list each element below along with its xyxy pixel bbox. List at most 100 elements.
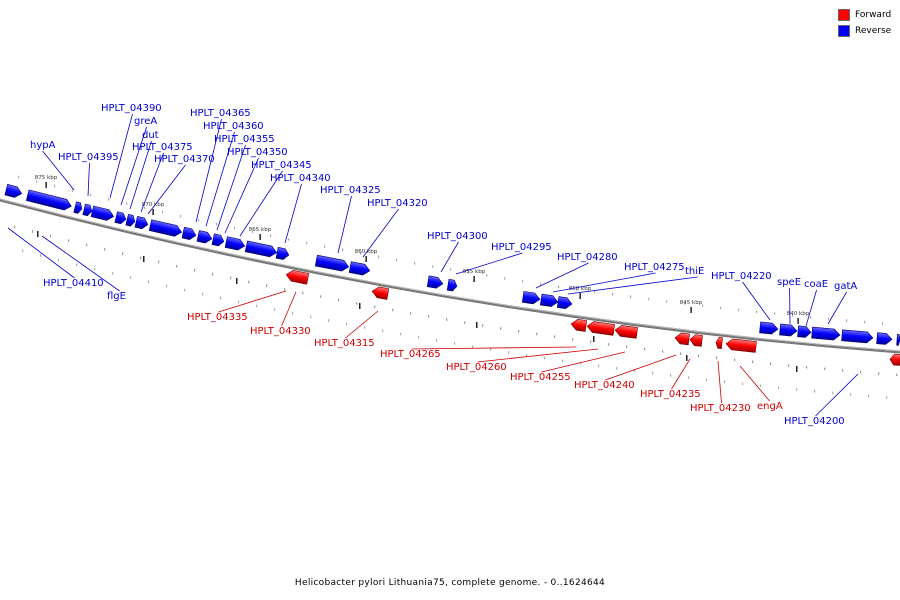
reverse-gene-label[interactable]: coaE: [804, 279, 828, 290]
label-leader: [218, 290, 287, 313]
reverse-gene-arrow[interactable]: [556, 296, 573, 310]
reverse-gene-arrow[interactable]: [134, 216, 149, 230]
forward-gene-label[interactable]: HPLT_04315: [314, 338, 375, 349]
reverse-gene-label[interactable]: HPLT_04220: [711, 271, 772, 282]
reverse-gene-arrow[interactable]: [211, 233, 225, 247]
forward-gene-label[interactable]: HPLT_04230: [690, 403, 751, 414]
forward-gene-label[interactable]: HPLT_04335: [187, 312, 248, 323]
forward-gene-arrow[interactable]: [715, 337, 723, 350]
forward-gene-label[interactable]: engA: [757, 401, 783, 412]
minor-tick: [476, 322, 478, 328]
reverse-gene-label[interactable]: HPLT_04340: [270, 173, 331, 184]
faint-tick-dot: [878, 372, 880, 375]
reverse-gene-label[interactable]: speE: [777, 277, 801, 288]
faint-tick-dot: [680, 352, 682, 355]
forward-gene-arrow[interactable]: [674, 332, 690, 346]
forward-gene-label[interactable]: HPLT_04265: [380, 349, 441, 360]
faint-tick-dot: [144, 206, 146, 210]
forward-gene-arrow[interactable]: [285, 269, 310, 285]
faint-tick-dot: [230, 276, 232, 280]
reverse-gene-arrow[interactable]: [521, 291, 541, 305]
reverse-gene-label[interactable]: HPLT_04375: [132, 142, 193, 153]
reverse-gene-label[interactable]: thiE: [685, 266, 704, 277]
faint-tick-dot: [18, 175, 20, 179]
reverse-gene-label[interactable]: HPLT_04275: [624, 262, 685, 273]
forward-gene-label[interactable]: HPLT_04240: [574, 380, 635, 391]
faint-tick-dot: [594, 290, 596, 294]
reverse-gene-arrow[interactable]: [125, 213, 136, 227]
reverse-gene-arrow[interactable]: [224, 236, 246, 252]
reverse-gene-label[interactable]: HPLT_04320: [367, 198, 428, 209]
reverse-gene-label[interactable]: HPLT_04390: [101, 103, 162, 114]
reverse-gene-label[interactable]: HPLT_04295: [491, 242, 552, 253]
label-leader: [827, 291, 847, 325]
reverse-gene-arrow[interactable]: [811, 326, 841, 341]
forward-gene-label[interactable]: HPLT_04255: [510, 372, 571, 383]
reverse-gene-arrow[interactable]: [148, 219, 183, 238]
faint-tick-dot: [698, 354, 700, 358]
label-leader: [605, 354, 677, 381]
reverse-gene-arrow[interactable]: [90, 205, 115, 222]
forward-gene-arrow[interactable]: [889, 353, 900, 366]
reverse-gene-arrow[interactable]: [348, 261, 371, 276]
reverse-gene-label[interactable]: HPLT_04280: [557, 252, 618, 263]
reverse-gene-label[interactable]: HPLT_04365: [190, 108, 251, 119]
forward-gene-arrow[interactable]: [570, 318, 588, 332]
reverse-gene-arrow[interactable]: [314, 254, 350, 272]
reverse-gene-label[interactable]: HPLT_04395: [58, 152, 119, 163]
reverse-gene-arrow[interactable]: [446, 278, 458, 292]
reverse-gene-label[interactable]: HPLT_04325: [320, 185, 381, 196]
reverse-gene-label[interactable]: HPLT_04370: [154, 154, 215, 165]
reverse-gene-label[interactable]: HPLT_04200: [784, 416, 845, 427]
reverse-gene-label[interactable]: dut: [142, 130, 159, 141]
reverse-gene-label[interactable]: HPLT_04300: [427, 231, 488, 242]
reverse-gene-label[interactable]: HPLT_04355: [214, 134, 275, 145]
reverse-gene-arrow[interactable]: [196, 230, 213, 245]
faint-tick-dot: [418, 336, 420, 339]
forward-gene-label[interactable]: HPLT_04330: [250, 326, 311, 337]
faint-tick-dot: [310, 315, 312, 319]
reverse-gene-arrow[interactable]: [539, 293, 559, 307]
forward-gene-arrow[interactable]: [586, 321, 615, 336]
reverse-gene-arrow[interactable]: [244, 240, 278, 258]
forward-gene-arrow[interactable]: [371, 286, 390, 300]
reverse-gene-label[interactable]: HPLT_04410: [43, 278, 104, 289]
faint-tick-dot: [544, 356, 546, 360]
reverse-gene-label[interactable]: HPLT_04345: [251, 160, 312, 171]
reverse-gene-arrow[interactable]: [82, 203, 93, 217]
faint-tick-dot: [58, 258, 60, 262]
minor-tick: [143, 256, 145, 262]
reverse-gene-label[interactable]: gatA: [834, 281, 857, 292]
reverse-gene-arrow[interactable]: [759, 321, 779, 335]
forward-gene-label[interactable]: HPLT_04235: [640, 389, 701, 400]
reverse-gene-arrow[interactable]: [841, 329, 874, 344]
faint-tick-dot: [860, 370, 862, 374]
forward-gene-arrow[interactable]: [614, 325, 638, 339]
reverse-gene-label[interactable]: HPLT_04360: [203, 121, 264, 132]
reverse-gene-label[interactable]: HPLT_04350: [227, 147, 288, 158]
reverse-gene-arrow[interactable]: [896, 333, 900, 346]
forward-gene-label[interactable]: HPLT_04260: [446, 362, 507, 373]
reverse-gene-arrow[interactable]: [25, 189, 72, 212]
reverse-gene-label[interactable]: greA: [134, 116, 157, 127]
faint-tick-dot: [634, 369, 636, 373]
reverse-gene-arrow[interactable]: [73, 201, 83, 214]
faint-tick-dot: [508, 351, 510, 354]
faint-tick-dot: [526, 354, 528, 357]
faint-tick-dot: [216, 222, 218, 226]
reverse-gene-arrow[interactable]: [275, 246, 290, 260]
forward-gene-arrow[interactable]: [725, 338, 757, 353]
reverse-gene-arrow[interactable]: [797, 325, 812, 338]
reverse-gene-arrow[interactable]: [876, 332, 893, 345]
faint-tick-dot: [882, 322, 884, 325]
faint-tick-dot: [184, 288, 186, 292]
reverse-gene-arrow[interactable]: [779, 323, 798, 337]
reverse-gene-arrow[interactable]: [426, 275, 444, 289]
forward-gene-arrow[interactable]: [689, 334, 703, 347]
reverse-gene-label[interactable]: hypA: [30, 140, 56, 151]
faint-tick-dot: [842, 369, 844, 372]
reverse-gene-arrow[interactable]: [181, 226, 197, 241]
reverse-gene-arrow[interactable]: [4, 183, 23, 199]
reverse-gene-arrow[interactable]: [114, 211, 127, 225]
reverse-gene-label[interactable]: flgE: [107, 291, 126, 302]
